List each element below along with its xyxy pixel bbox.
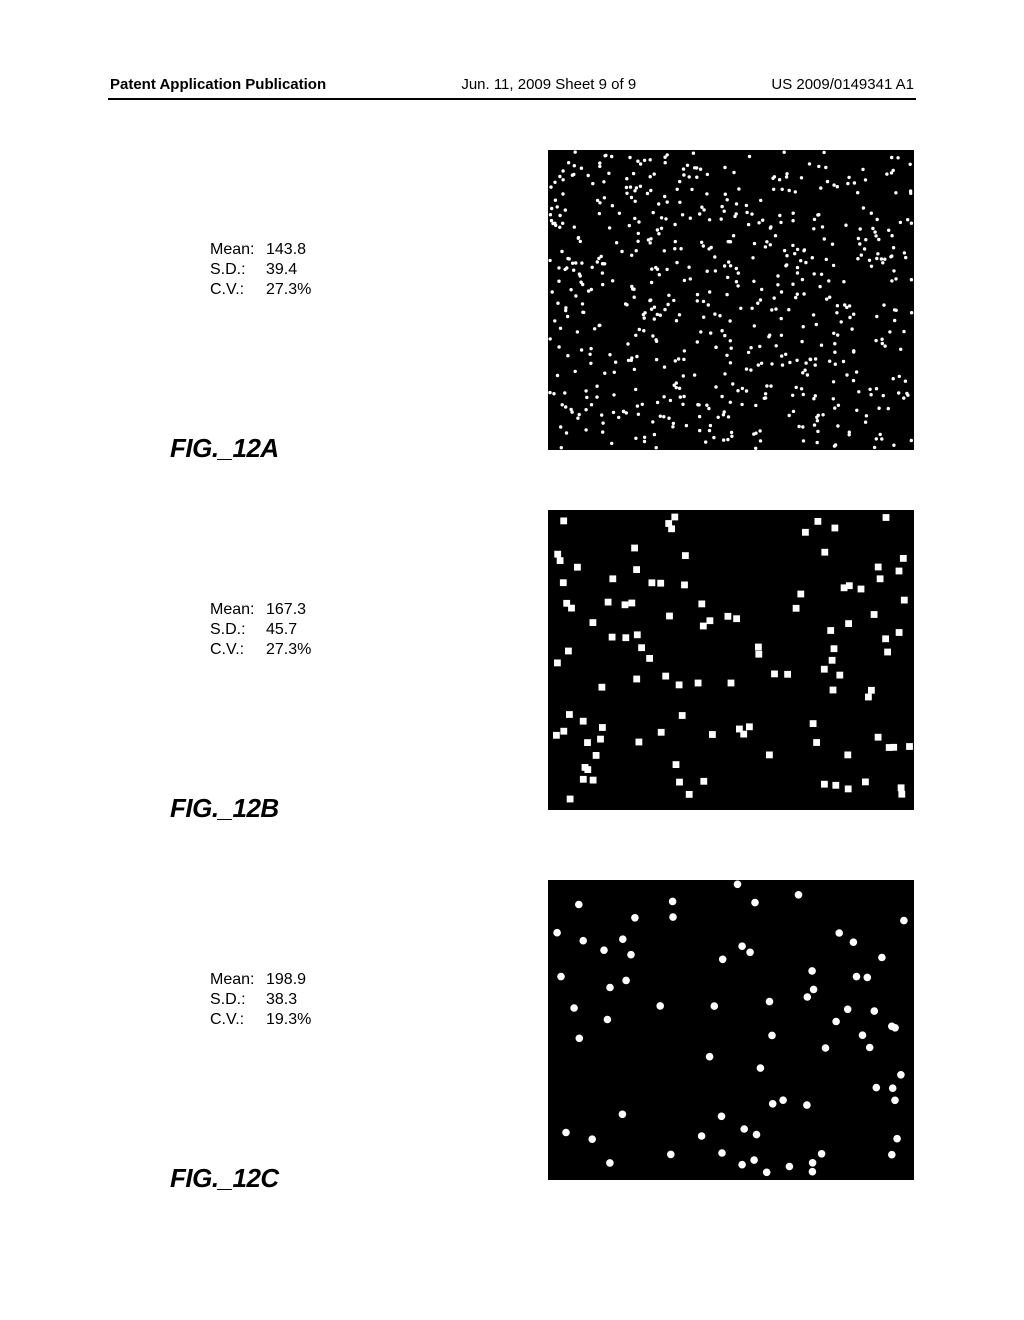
mean-label: Mean: xyxy=(210,240,266,260)
mean-value: 167.3 xyxy=(266,600,306,620)
figure-12a-label: FIG._12A xyxy=(170,433,279,464)
cv-value: 27.3% xyxy=(266,640,311,660)
mean-label: Mean: xyxy=(210,970,266,990)
cv-label: C.V.: xyxy=(210,640,266,660)
figure-12c-stats: Mean:198.9 S.D.:38.3 C.V.:19.3% xyxy=(210,970,311,1030)
mean-value: 143.8 xyxy=(266,240,306,260)
figure-12c-label: FIG._12C xyxy=(170,1163,279,1194)
figure-12b-label: FIG._12B xyxy=(170,793,279,824)
page-header: Patent Application Publication Jun. 11, … xyxy=(110,76,914,93)
header-rule xyxy=(108,98,916,100)
cv-value: 19.3% xyxy=(266,1010,311,1030)
figure-12b-panel: Mean:167.3 S.D.:45.7 C.V.:27.3% FIG._12B xyxy=(170,510,914,830)
figure-12b-micrograph xyxy=(548,510,914,810)
sd-value: 38.3 xyxy=(266,990,297,1010)
figure-12b-stats: Mean:167.3 S.D.:45.7 C.V.:27.3% xyxy=(210,600,311,660)
figure-12c-panel: Mean:198.9 S.D.:38.3 C.V.:19.3% FIG._12C xyxy=(170,880,914,1200)
header-mid-text: Jun. 11, 2009 Sheet 9 of 9 xyxy=(461,76,636,93)
sd-label: S.D.: xyxy=(210,620,266,640)
figure-12a-micrograph xyxy=(548,150,914,450)
figure-12a-panel: Mean:143.8 S.D.:39.4 C.V.:27.3% FIG._12A xyxy=(170,150,914,470)
mean-label: Mean: xyxy=(210,600,266,620)
mean-value: 198.9 xyxy=(266,970,306,990)
cv-label: C.V.: xyxy=(210,1010,266,1030)
figure-12a-stats: Mean:143.8 S.D.:39.4 C.V.:27.3% xyxy=(210,240,311,300)
sd-label: S.D.: xyxy=(210,990,266,1010)
sd-label: S.D.: xyxy=(210,260,266,280)
sd-value: 39.4 xyxy=(266,260,297,280)
header-right-text: US 2009/0149341 A1 xyxy=(771,76,914,93)
figure-12c-micrograph xyxy=(548,880,914,1180)
header-left-text: Patent Application Publication xyxy=(110,76,326,93)
cv-label: C.V.: xyxy=(210,280,266,300)
cv-value: 27.3% xyxy=(266,280,311,300)
sd-value: 45.7 xyxy=(266,620,297,640)
